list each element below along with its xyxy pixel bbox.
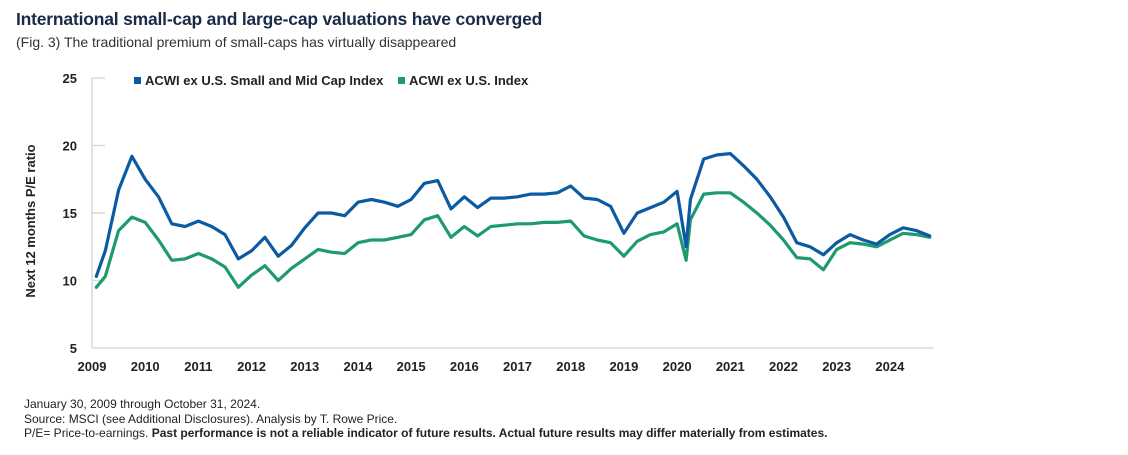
- legend-label-acwi-ex-us: ACWI ex U.S. Index: [409, 73, 529, 88]
- x-tick-label: 2016: [450, 359, 479, 374]
- series-line-acwi-ex-us: [94, 191, 932, 289]
- legend-label-small-mid-cap: ACWI ex U.S. Small and Mid Cap Index: [145, 73, 384, 88]
- performance-disclaimer: Past performance is not a reliable indic…: [151, 426, 828, 440]
- legend-swatch-small-mid-cap: [134, 77, 141, 84]
- source-note: Source: MSCI (see Additional Disclosures…: [24, 411, 398, 426]
- x-tick-label: 2019: [609, 359, 638, 374]
- series-lines: [94, 151, 932, 289]
- x-tick-label: 2009: [78, 359, 107, 374]
- axes: [91, 78, 934, 349]
- y-tick-label: 25: [63, 71, 77, 86]
- y-axis-label: Next 12 months P/E ratio: [23, 144, 38, 297]
- x-tick-label: 2017: [503, 359, 532, 374]
- y-tick-label: 5: [70, 341, 77, 356]
- x-tick-label: 2015: [397, 359, 426, 374]
- legend: ACWI ex U.S. Small and Mid Cap Index ACW…: [134, 73, 529, 88]
- x-tick-label: 2014: [343, 359, 373, 374]
- x-tick-label: 2020: [663, 359, 692, 374]
- series-line-small-mid-cap: [94, 151, 932, 278]
- disclaimer-line: P/E= Price-to-earnings. Past performance…: [24, 426, 827, 441]
- y-tick-label: 15: [63, 206, 77, 221]
- chart-subtitle: (Fig. 3) The traditional premium of smal…: [16, 34, 457, 50]
- x-tick-label: 2011: [184, 359, 212, 374]
- x-tick-label: 2018: [556, 359, 585, 374]
- x-tick-label: 2024: [875, 359, 905, 374]
- chart-title: International small-cap and large-cap va…: [16, 9, 543, 29]
- chart-area: 5 10 15 20 25 2009 2010 2011 2012 2013 2014 2015 20…: [0, 60, 1128, 380]
- x-tick-label: 2022: [769, 359, 798, 374]
- x-ticks: 2009 2010 2011 2012 2013 2014 2015 2016 2017 2018…: [78, 359, 906, 374]
- x-tick-label: 2010: [131, 359, 160, 374]
- legend-swatch-acwi-ex-us: [398, 77, 405, 84]
- y-tick-label: 10: [63, 274, 77, 289]
- date-range-note: January 30, 2009 through October 31, 202…: [24, 397, 261, 411]
- pe-definition: P/E= Price-to-earnings.: [24, 426, 149, 440]
- x-tick-label: 2023: [822, 359, 851, 374]
- x-tick-label: 2021: [716, 359, 745, 374]
- footnotes: January 30, 2009 through October 31, 202…: [24, 397, 827, 441]
- x-tick-label: 2013: [290, 359, 319, 374]
- y-ticks: 5 10 15 20 25: [63, 71, 105, 356]
- x-tick-label: 2012: [237, 359, 266, 374]
- y-tick-label: 20: [63, 139, 77, 154]
